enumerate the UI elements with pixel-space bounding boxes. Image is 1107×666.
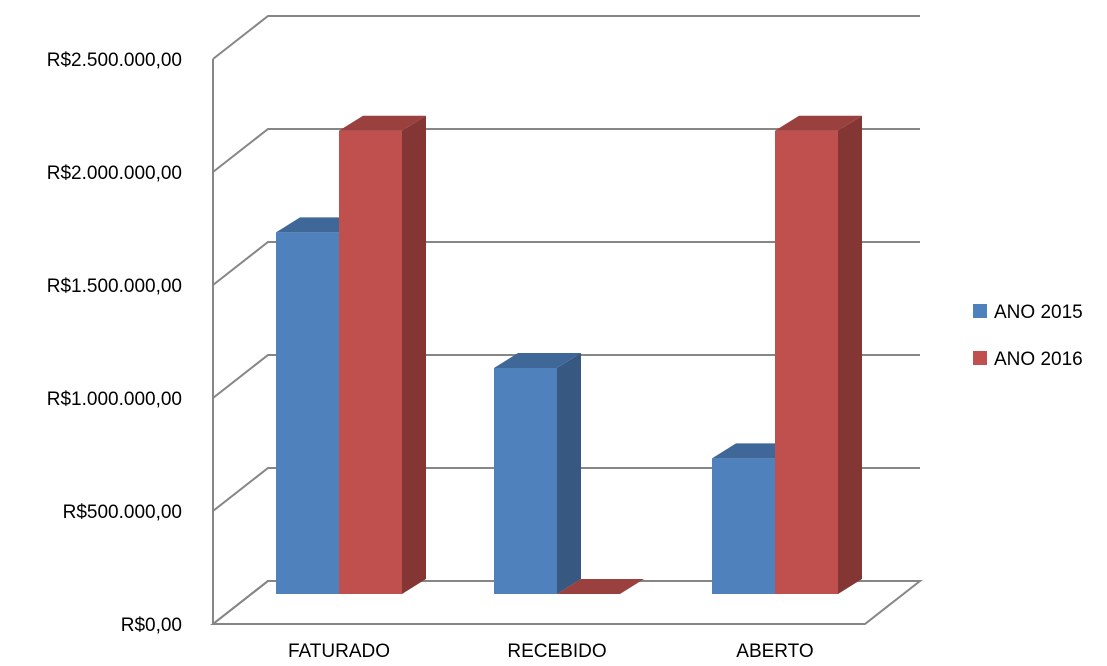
bars — [276, 115, 862, 594]
y-tick-label: R$2.000.000,00 — [47, 163, 182, 184]
legend-label: ANO 2015 — [994, 302, 1083, 323]
y-tick-label: R$500.000,00 — [63, 502, 182, 523]
legend-swatch — [973, 304, 987, 318]
bar-side — [402, 115, 426, 594]
gridline — [212, 354, 920, 399]
y-tick-label: R$1.500.000,00 — [47, 276, 182, 297]
bar — [557, 579, 644, 594]
gridline — [212, 128, 920, 173]
legend-swatch — [973, 351, 987, 365]
x-category-label: RECEBIDO — [507, 641, 606, 662]
y-tick-label: R$2.500.000,00 — [47, 50, 182, 71]
gridline — [212, 15, 920, 60]
x-category-label: FATURADO — [288, 641, 390, 662]
bar-front — [775, 130, 838, 594]
bar-side — [838, 115, 862, 594]
legend: ANO 2015 ANO 2016 — [973, 302, 1083, 370]
x-axis-categories: FATURADO RECEBIDO ABERTO — [288, 641, 814, 662]
x-category-label: ABERTO — [736, 641, 813, 662]
bar-top — [494, 353, 581, 368]
y-tick-label: R$0,00 — [121, 615, 182, 636]
legend-label: ANO 2016 — [994, 349, 1083, 370]
bar — [339, 115, 426, 594]
gridline — [212, 580, 920, 625]
bar-front — [494, 368, 557, 594]
gridline — [212, 241, 920, 286]
gridlines — [212, 15, 920, 625]
bar-front — [339, 130, 402, 594]
bar-front — [712, 458, 775, 594]
bar-top — [557, 579, 644, 594]
bar-top — [775, 115, 862, 131]
bar-side — [557, 353, 581, 594]
y-axis-ticks: R$0,00 R$500.000,00 R$1.000.000,00 R$1.500.… — [47, 50, 182, 636]
bar — [494, 353, 581, 594]
gridline — [212, 467, 920, 512]
y-tick-label: R$1.000.000,00 — [47, 389, 182, 410]
bar — [775, 115, 862, 594]
bar-front — [276, 232, 339, 594]
bar-top — [339, 115, 426, 131]
